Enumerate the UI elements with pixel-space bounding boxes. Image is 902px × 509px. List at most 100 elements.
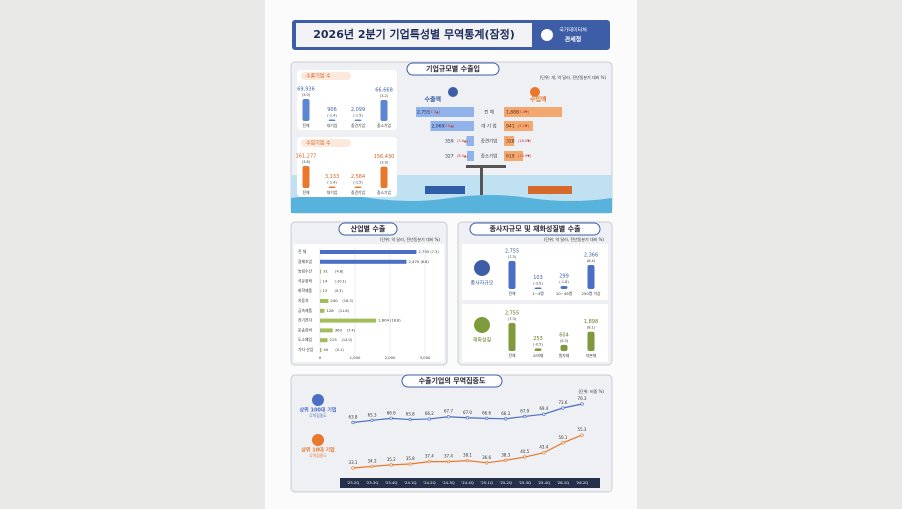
change-label: (11.8): [338, 309, 349, 313]
point: [484, 461, 489, 465]
category-label: 전 체: [298, 249, 307, 254]
bar: [587, 264, 595, 289]
point: [370, 464, 374, 469]
bar: [320, 269, 322, 274]
value-label: 73.6: [558, 400, 567, 405]
panel: [297, 137, 397, 197]
category-label: 소비재: [533, 353, 544, 358]
change-label: (18.0▼): [518, 139, 532, 143]
point: [446, 459, 451, 464]
value-label: 65.8: [406, 412, 415, 417]
change-label: (3.0): [302, 93, 311, 97]
x-tick-label: '25.4Q: [538, 480, 551, 485]
change-label: (7.3): [508, 255, 517, 259]
logo: [541, 29, 553, 41]
unit: (단위: 억 달러, 전년동분기 대비 %): [380, 236, 440, 242]
bar: [560, 344, 568, 351]
point: [427, 459, 431, 464]
export-bar: [430, 121, 474, 131]
bar: [328, 186, 336, 188]
category-label: 250명 이상: [582, 291, 601, 296]
x-tick-label: '24.4Q: [461, 480, 474, 485]
export-bar: [416, 107, 474, 117]
row-label: 대 기 업: [481, 123, 496, 130]
category-label: 화학제품: [298, 288, 312, 293]
panel-title: 수출기업 수: [306, 73, 331, 80]
change-label: (-3.5): [533, 282, 543, 286]
value-label: 328: [506, 139, 515, 145]
panel: [297, 70, 397, 130]
pill: [301, 72, 351, 80]
value-label: 1,898: [584, 319, 598, 325]
value-label: 604: [559, 332, 569, 338]
icon-label: 재화성질: [473, 337, 492, 344]
bar: [508, 323, 516, 351]
value-label: 215: [330, 337, 338, 342]
x-tick-label: '24.3Q: [442, 480, 455, 485]
change-label: (-1.5): [353, 114, 363, 118]
value-label: 38.3: [501, 452, 510, 457]
export-bar: [467, 151, 474, 161]
category-label: 중견기업: [351, 123, 365, 128]
change-label: (8.4): [587, 259, 596, 263]
category-label: 중소기업: [377, 123, 391, 128]
value-label: 2,584: [351, 174, 365, 180]
change-label: (3.4▼): [518, 110, 530, 114]
import-bar: [504, 121, 533, 131]
legend-name: 상위 100대 기업: [300, 407, 337, 414]
value-label: 1,604: [378, 318, 389, 323]
value-label: 65.3: [368, 412, 377, 417]
category-label: 전체: [303, 190, 310, 195]
value-label: 619: [506, 154, 515, 160]
agency: 관세청: [565, 36, 582, 44]
value-label: 55.3: [578, 427, 587, 432]
category-label: 농림수산: [298, 269, 312, 274]
point: [408, 462, 412, 466]
change-label: (7.3▲): [429, 110, 441, 114]
point: [465, 458, 470, 463]
value-label: 35.8: [406, 456, 415, 461]
category-label: 전체: [303, 123, 310, 128]
category-label: 중견기업: [351, 190, 365, 195]
value-label: 2,099: [351, 107, 365, 113]
value-label: 299: [559, 273, 569, 279]
unit: (단위: 억 달러, 전년동분기 대비 %): [544, 236, 604, 242]
value-label: 36.6: [482, 455, 491, 460]
point: [408, 417, 412, 422]
bar: [534, 287, 542, 289]
point: [561, 441, 565, 445]
bar: [508, 261, 516, 289]
change-label: (5.2▼): [518, 124, 530, 128]
value-label: 69,936: [297, 87, 315, 93]
category-label: 금속제품: [298, 308, 312, 313]
bar: [380, 100, 388, 121]
value-label: 327: [445, 154, 454, 160]
value-label: 33.1: [349, 460, 358, 465]
change-label: (0.1): [335, 348, 344, 352]
value-label: 66,668: [375, 88, 393, 94]
value-label: 66.6: [387, 410, 396, 415]
change-label: (8.5▲): [457, 154, 469, 158]
value-label: 2,470: [408, 259, 419, 264]
value-label: 66.2: [425, 411, 434, 416]
icon: [530, 87, 540, 97]
value-label: 35.2: [387, 457, 396, 462]
x-tick-label: 2,000: [385, 355, 396, 360]
icon-label: 종사자규모: [470, 280, 493, 287]
x-tick-label: '23.3Q: [366, 480, 379, 485]
value-label: 363: [335, 327, 343, 332]
point: [580, 402, 584, 406]
value-label: 37.4: [444, 454, 453, 459]
value-label: 69.4: [539, 406, 548, 411]
bar: [302, 166, 310, 188]
point: [389, 463, 393, 467]
category-label: 1~4명: [532, 291, 544, 296]
value-label: 906: [327, 107, 337, 113]
legend-icon: [312, 394, 324, 406]
value-label: 37.4: [425, 454, 434, 459]
value-label: 43.4: [539, 445, 548, 450]
x-tick-label: 0: [319, 355, 322, 360]
change-label: (5.3): [560, 339, 569, 343]
pill: [469, 222, 601, 236]
x-tick-label: '25.3Q: [519, 480, 532, 485]
